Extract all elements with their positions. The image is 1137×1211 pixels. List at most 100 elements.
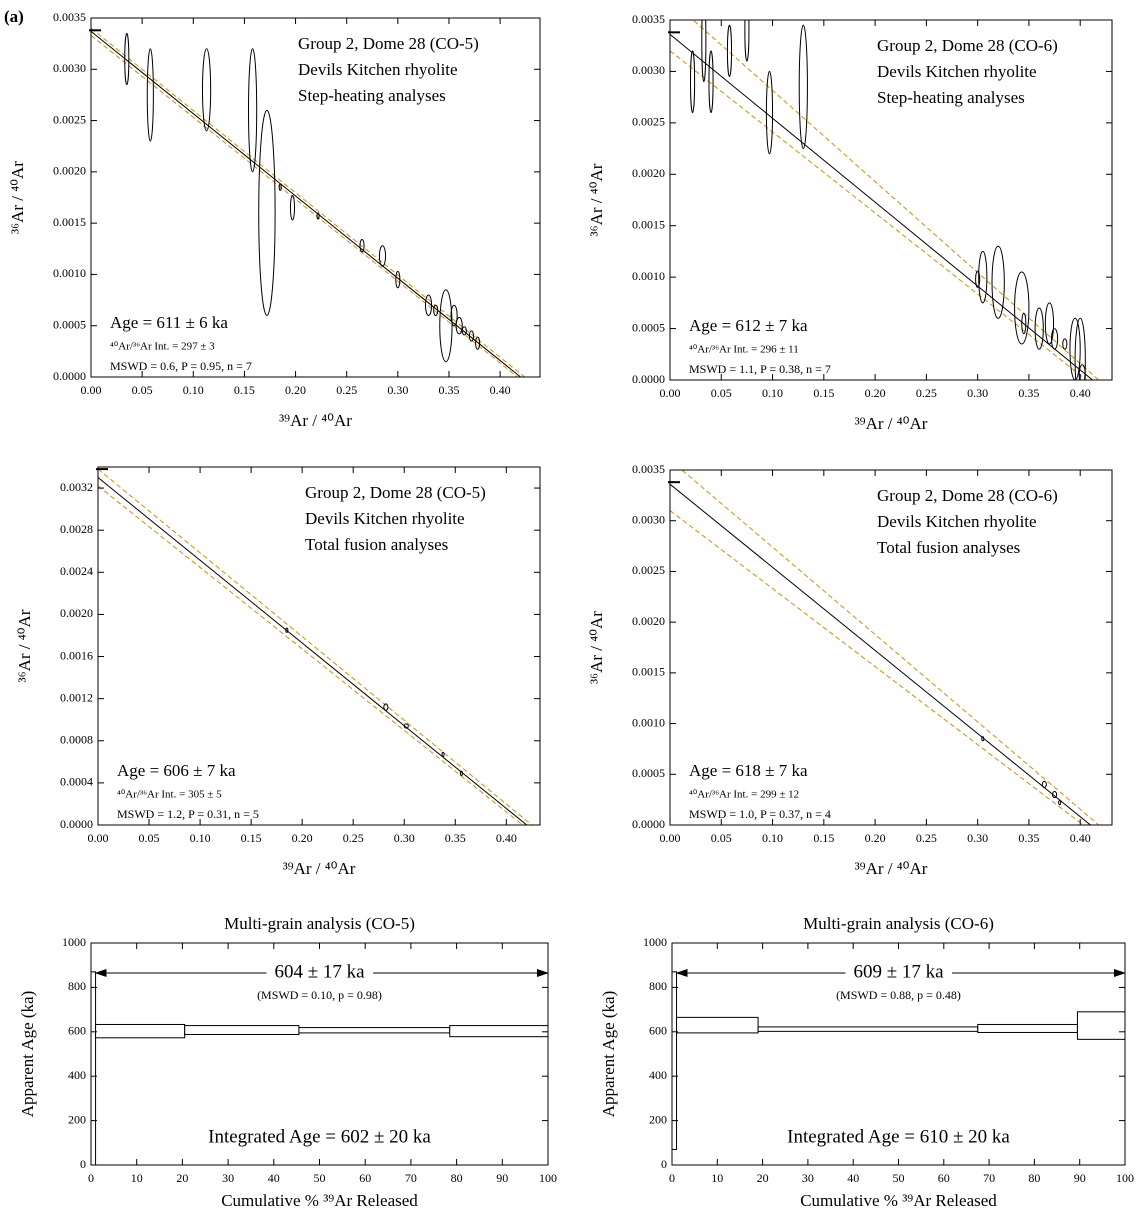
error-ellipse xyxy=(124,32,130,86)
error-ellipse xyxy=(289,194,296,221)
y-tick-label: 0.0004 xyxy=(60,775,93,789)
error-envelope xyxy=(670,50,1087,380)
error-ellipse xyxy=(978,250,988,304)
age-step xyxy=(672,971,678,1150)
y-tick-label: 0.0024 xyxy=(60,564,93,578)
error-ellipse xyxy=(450,304,458,327)
error-ellipse xyxy=(701,20,707,83)
error-envelope xyxy=(681,470,1099,825)
x-tick-label: 0.00 xyxy=(81,383,102,397)
y-tick-label: 0.0000 xyxy=(632,372,665,386)
plot-frame xyxy=(669,469,1113,826)
age-text: Age = 612 ± 7 ka xyxy=(689,316,808,335)
y-tick-label: 400 xyxy=(649,1068,667,1082)
panel-title: Step-heating analyses xyxy=(298,86,446,105)
y-tick-label: 0.0015 xyxy=(632,217,665,231)
x-axis-label: ³⁹Ar / ⁴⁰Ar xyxy=(855,859,928,878)
error-ellipse xyxy=(726,24,733,78)
y-tick-label: 600 xyxy=(649,1024,667,1038)
x-tick-label: 0.05 xyxy=(711,386,732,400)
x-tick-label: 40 xyxy=(847,1171,859,1185)
panel-title: Devils Kitchen rhyolite xyxy=(305,509,465,528)
y-tick-label: 1000 xyxy=(62,935,86,949)
error-ellipse xyxy=(395,270,401,289)
x-tick-label: 30 xyxy=(222,1171,234,1185)
x-tick-label: 0.30 xyxy=(967,831,988,845)
plot-frame xyxy=(90,17,541,378)
x-tick-label: 0.15 xyxy=(234,383,255,397)
error-ellipse xyxy=(1078,364,1086,380)
error-ellipse xyxy=(146,48,154,142)
x-tick-label: 70 xyxy=(405,1171,417,1185)
x-tick-label: 10 xyxy=(131,1171,143,1185)
panel-title: Total fusion analyses xyxy=(877,538,1020,557)
age-text: Age = 618 ± 7 ka xyxy=(689,761,808,780)
error-ellipse xyxy=(201,48,212,132)
x-axis-label: ³⁹Ar / ⁴⁰Ar xyxy=(283,859,356,878)
x-tick-label: 100 xyxy=(539,1171,557,1185)
y-tick-label: 0.0010 xyxy=(632,269,665,283)
x-tick-label: 0.35 xyxy=(1018,386,1039,400)
error-ellipse xyxy=(475,336,481,350)
error-ellipse xyxy=(1058,800,1062,806)
y-tick-label: 600 xyxy=(68,1024,86,1038)
x-tick-label: 0.30 xyxy=(387,383,408,397)
error-ellipse xyxy=(285,627,289,633)
y-tick-label: 0.0020 xyxy=(53,164,86,178)
error-ellipse xyxy=(1052,791,1058,799)
panel-title: Devils Kitchen rhyolite xyxy=(298,60,458,79)
plot-frame xyxy=(97,466,541,826)
y-tick-label: 0.0000 xyxy=(632,817,665,831)
y-tick-label: 0.0008 xyxy=(60,733,93,747)
x-tick-label: 0.35 xyxy=(1018,831,1039,845)
age-text: Age = 611 ± 6 ka xyxy=(110,313,228,332)
error-ellipse xyxy=(1044,302,1055,345)
y-tick-label: 0.0020 xyxy=(632,166,665,180)
error-envelope xyxy=(98,468,533,825)
panel-title: Step-heating analyses xyxy=(877,88,1025,107)
panel-title: Devils Kitchen rhyolite xyxy=(877,62,1037,81)
x-tick-label: 80 xyxy=(1028,1171,1040,1185)
panel-title: Group 2, Dome 28 (CO-6) xyxy=(877,486,1058,505)
x-tick-label: 50 xyxy=(893,1171,905,1185)
x-tick-label: 0.15 xyxy=(813,831,834,845)
plot-area xyxy=(670,20,1100,380)
age-step xyxy=(757,1026,979,1032)
age-step xyxy=(91,971,97,1165)
y-tick-label: 0.0000 xyxy=(60,817,93,831)
y-tick-label: 0.0030 xyxy=(632,63,665,77)
x-tick-label: 0.00 xyxy=(660,386,681,400)
fit-line xyxy=(98,477,528,825)
x-tick-label: 0.10 xyxy=(190,831,211,845)
x-tick-label: 0.05 xyxy=(711,831,732,845)
error-ellipse xyxy=(461,326,467,336)
error-ellipse xyxy=(1034,307,1044,350)
x-tick-label: 0.15 xyxy=(813,386,834,400)
age-step xyxy=(298,1027,451,1034)
error-ellipse xyxy=(403,723,409,729)
y-axis-label: ³⁶Ar / ⁴⁰Ar xyxy=(587,163,606,236)
plateau-label-bg xyxy=(845,961,953,983)
x-tick-label: 0.40 xyxy=(1070,386,1091,400)
x-tick-label: 0.40 xyxy=(496,831,517,845)
y-tick-label: 0.0025 xyxy=(632,115,665,129)
y-tick-label: 0.0005 xyxy=(53,317,86,331)
y-tick-label: 200 xyxy=(68,1112,86,1126)
error-ellipse xyxy=(690,50,696,114)
y-tick-label: 0.0016 xyxy=(60,648,93,662)
error-ellipse xyxy=(1021,312,1027,335)
y-tick-label: 0.0030 xyxy=(53,61,86,75)
x-tick-label: 0.25 xyxy=(916,386,937,400)
y-axis-label: ³⁶Ar / ⁴⁰Ar xyxy=(8,161,27,234)
plot-area xyxy=(98,468,533,825)
error-ellipse xyxy=(468,330,475,342)
x-tick-label: 0.20 xyxy=(865,831,886,845)
age-step xyxy=(1076,1011,1125,1040)
error-envelope xyxy=(98,485,523,825)
y-tick-label: 0.0015 xyxy=(632,665,665,679)
y-axis-label: ³⁶Ar / ⁴⁰Ar xyxy=(587,611,606,684)
plateau-stats: (MSWD = 0.10, p = 0.98) xyxy=(257,988,382,1002)
x-tick-label: 80 xyxy=(451,1171,463,1185)
age-step xyxy=(95,1023,186,1039)
x-axis-label: ³⁹Ar / ⁴⁰Ar xyxy=(279,411,352,430)
